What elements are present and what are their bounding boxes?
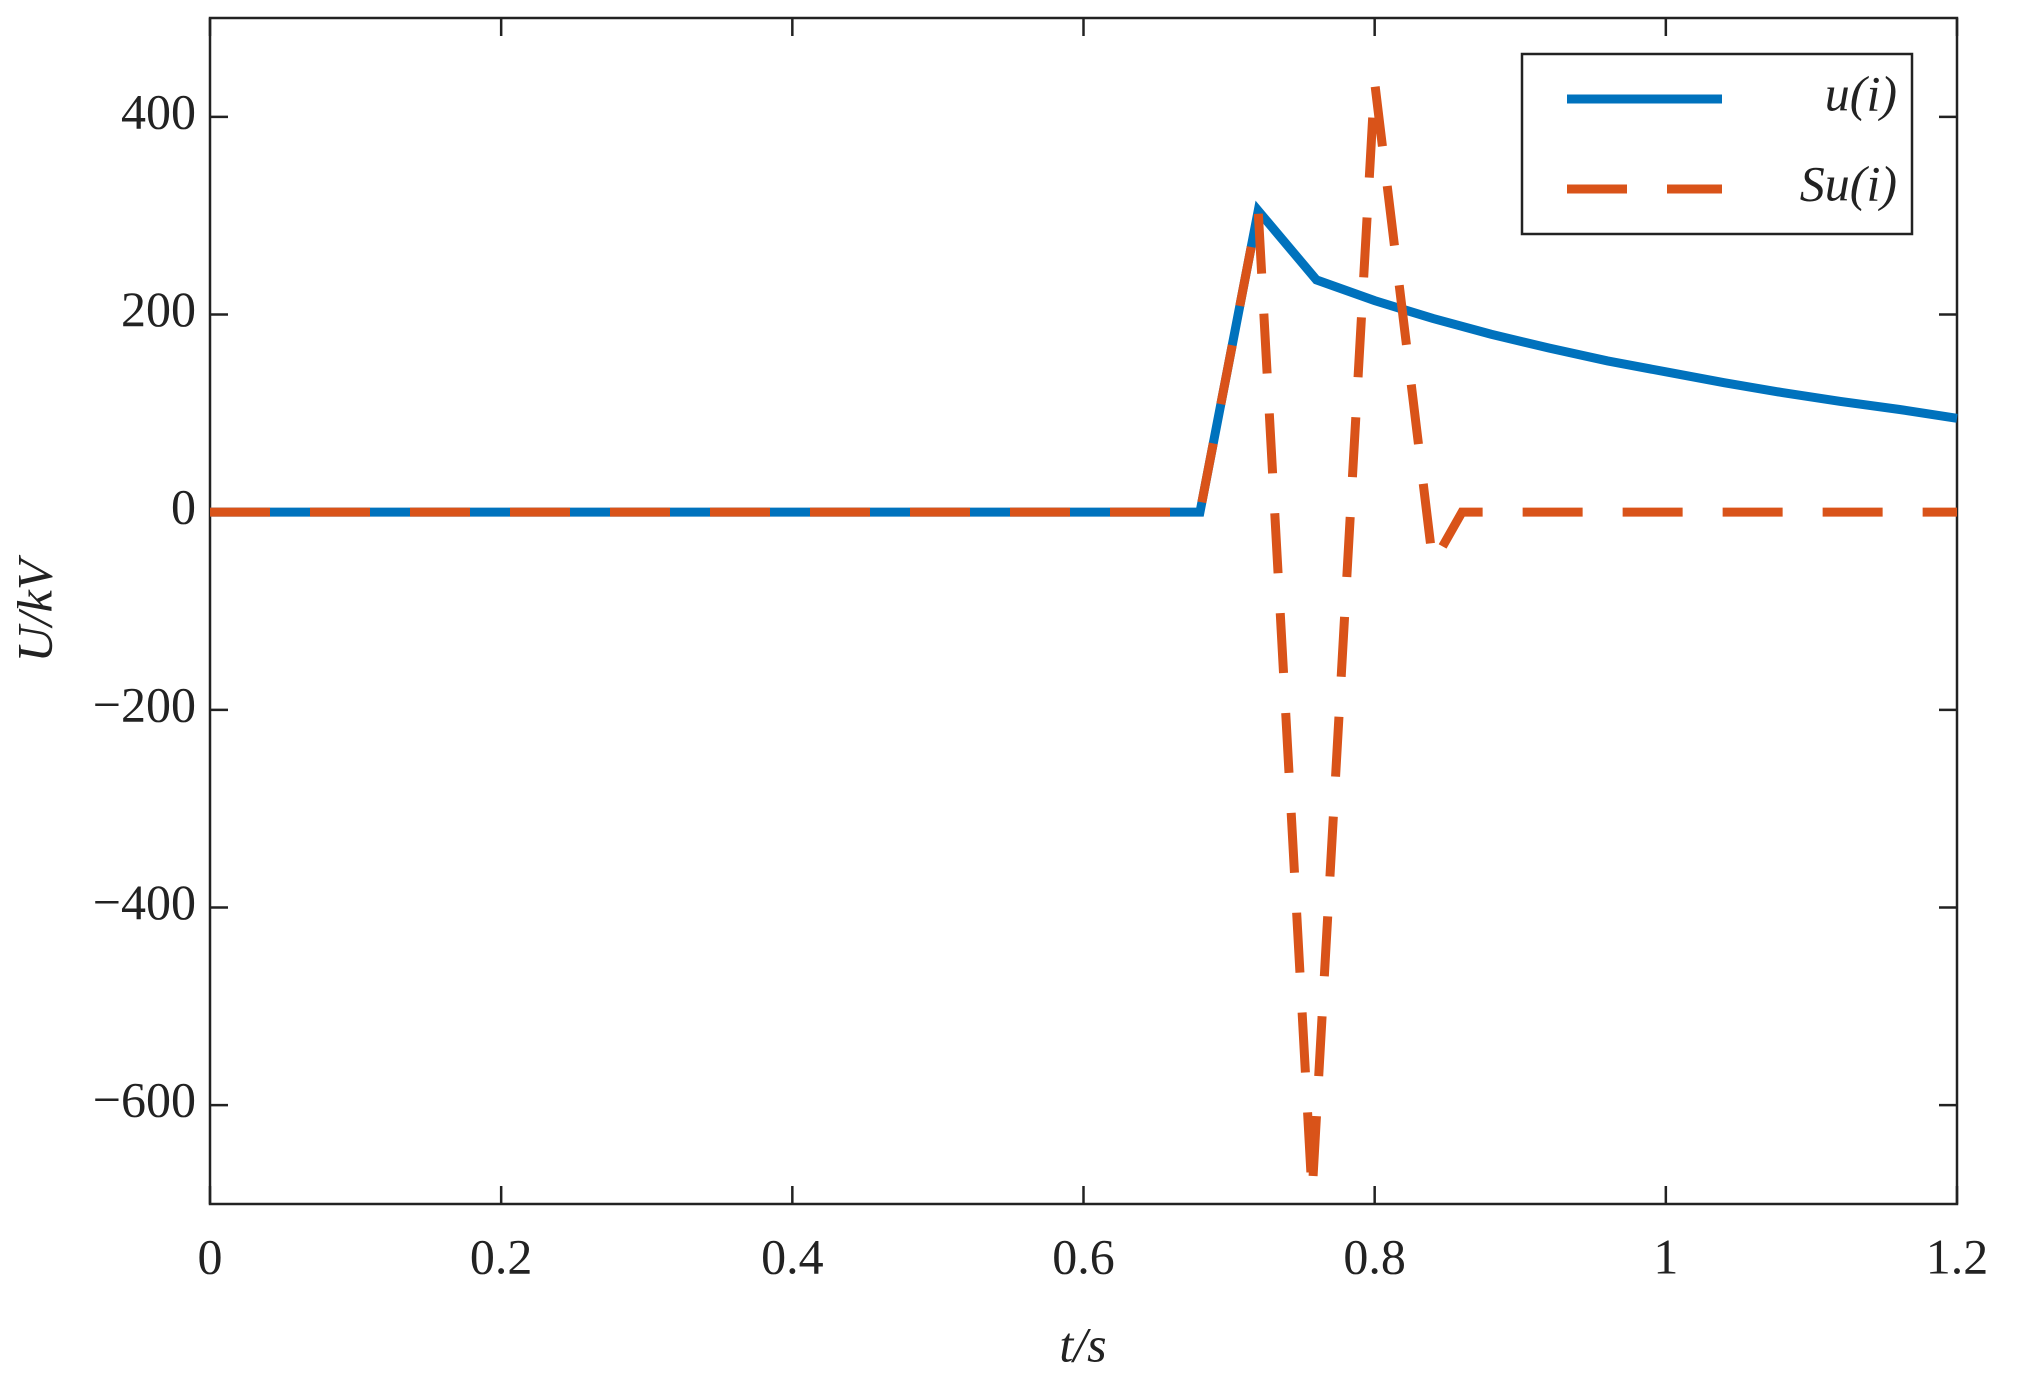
legend-box xyxy=(1520,52,1914,236)
y-tick-label: −400 xyxy=(93,874,196,930)
x-tick-label: 0.2 xyxy=(470,1228,533,1284)
x-tick-label: 0.4 xyxy=(761,1228,824,1284)
x-tick-label: 0.8 xyxy=(1343,1228,1406,1284)
legend-label: Su(i) xyxy=(1800,155,1897,211)
x-tick-label: 1 xyxy=(1653,1228,1678,1284)
legend-label: u(i) xyxy=(1825,65,1897,121)
y-tick-label: −600 xyxy=(93,1072,196,1128)
series-line xyxy=(210,200,1958,517)
y-tick-label: −200 xyxy=(93,676,196,732)
x-tick-label: 0.6 xyxy=(1052,1228,1115,1284)
x-axis-label: t/s xyxy=(1059,1316,1106,1372)
y-tick-label: 0 xyxy=(171,479,196,535)
y-axis-label: U/kV xyxy=(6,554,62,662)
y-tick-label: 200 xyxy=(121,281,196,337)
x-tick-label: 1.2 xyxy=(1926,1228,1989,1284)
series-line xyxy=(210,81,1957,1195)
x-tick-label: 0 xyxy=(198,1228,223,1284)
y-tick-label: 400 xyxy=(121,83,196,139)
